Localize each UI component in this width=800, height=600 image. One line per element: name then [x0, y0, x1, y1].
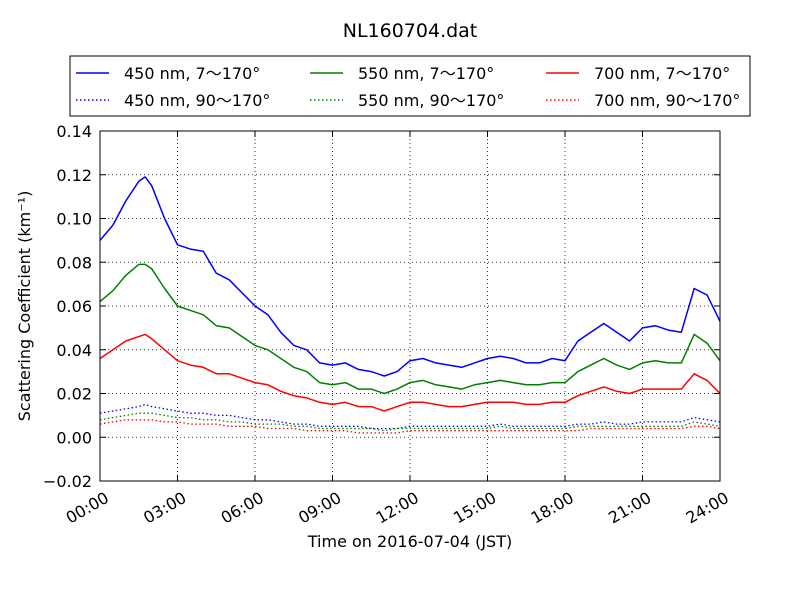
y-tick-label: 0.04 — [56, 341, 92, 360]
legend-box — [69, 55, 751, 117]
chart-title: NL160704.dat — [343, 20, 478, 42]
series-line-700-nm-90-170 — [99, 419, 721, 434]
y-axis-label: Scattering Coefficient (km⁻¹) — [15, 191, 34, 422]
axis-ticks — [99, 130, 721, 482]
legend-label: 450 nm, 7～170° — [124, 64, 260, 83]
x-axis-label: Time on 2016-07-04 (JST) — [307, 532, 512, 551]
y-tick-label: 0.00 — [56, 428, 92, 447]
y-tick-label: 0.02 — [56, 385, 92, 404]
legend-label: 550 nm, 7～170° — [358, 64, 494, 83]
x-tick-label: 09:00 — [295, 488, 344, 528]
x-tick-label: 24:00 — [683, 488, 732, 528]
legend-label: 700 nm, 7～170° — [594, 64, 730, 83]
x-tick-labels: 00:00 03:00 06:00 09:00 12:00 15:00 18:00 21:00… — [63, 488, 732, 528]
y-tick-label: 0.06 — [56, 297, 92, 316]
x-tick-label: 00:00 — [63, 488, 112, 528]
y-tick-label: 0.14 — [56, 122, 92, 141]
x-tick-label: 06:00 — [218, 488, 267, 528]
x-tick-label: 15:00 — [450, 488, 499, 528]
y-tick-label: 0.12 — [56, 166, 92, 185]
legend-label: 700 nm, 90～170° — [594, 91, 740, 110]
x-tick-label: 18:00 — [528, 488, 577, 528]
legend-label: 550 nm, 90～170° — [358, 91, 504, 110]
x-tick-label: 21:00 — [605, 488, 654, 528]
legend: 450 nm, 7～170° 550 nm, 7～170° 700 nm, 7～17… — [69, 55, 751, 117]
y-tick-label: 0.10 — [56, 210, 92, 229]
y-tick-label: 0.08 — [56, 253, 92, 272]
y-tick-labels: −0.02 0.00 0.02 0.04 0.06 0.08 0.10 0.12 0.14 — [43, 122, 92, 491]
series-lines — [99, 176, 721, 434]
x-tick-label: 03:00 — [140, 488, 189, 528]
x-tick-label: 12:00 — [373, 488, 422, 528]
y-tick-label: −0.02 — [43, 472, 92, 491]
series-line-550-nm-90-170 — [99, 412, 721, 432]
series-line-550-nm-7-170 — [99, 263, 721, 395]
series-line-700-nm-7-170 — [99, 333, 721, 412]
legend-label: 450 nm, 90～170° — [124, 91, 270, 110]
series-line-450-nm-7-170 — [99, 176, 721, 377]
series-line-450-nm-90-170 — [99, 403, 721, 430]
